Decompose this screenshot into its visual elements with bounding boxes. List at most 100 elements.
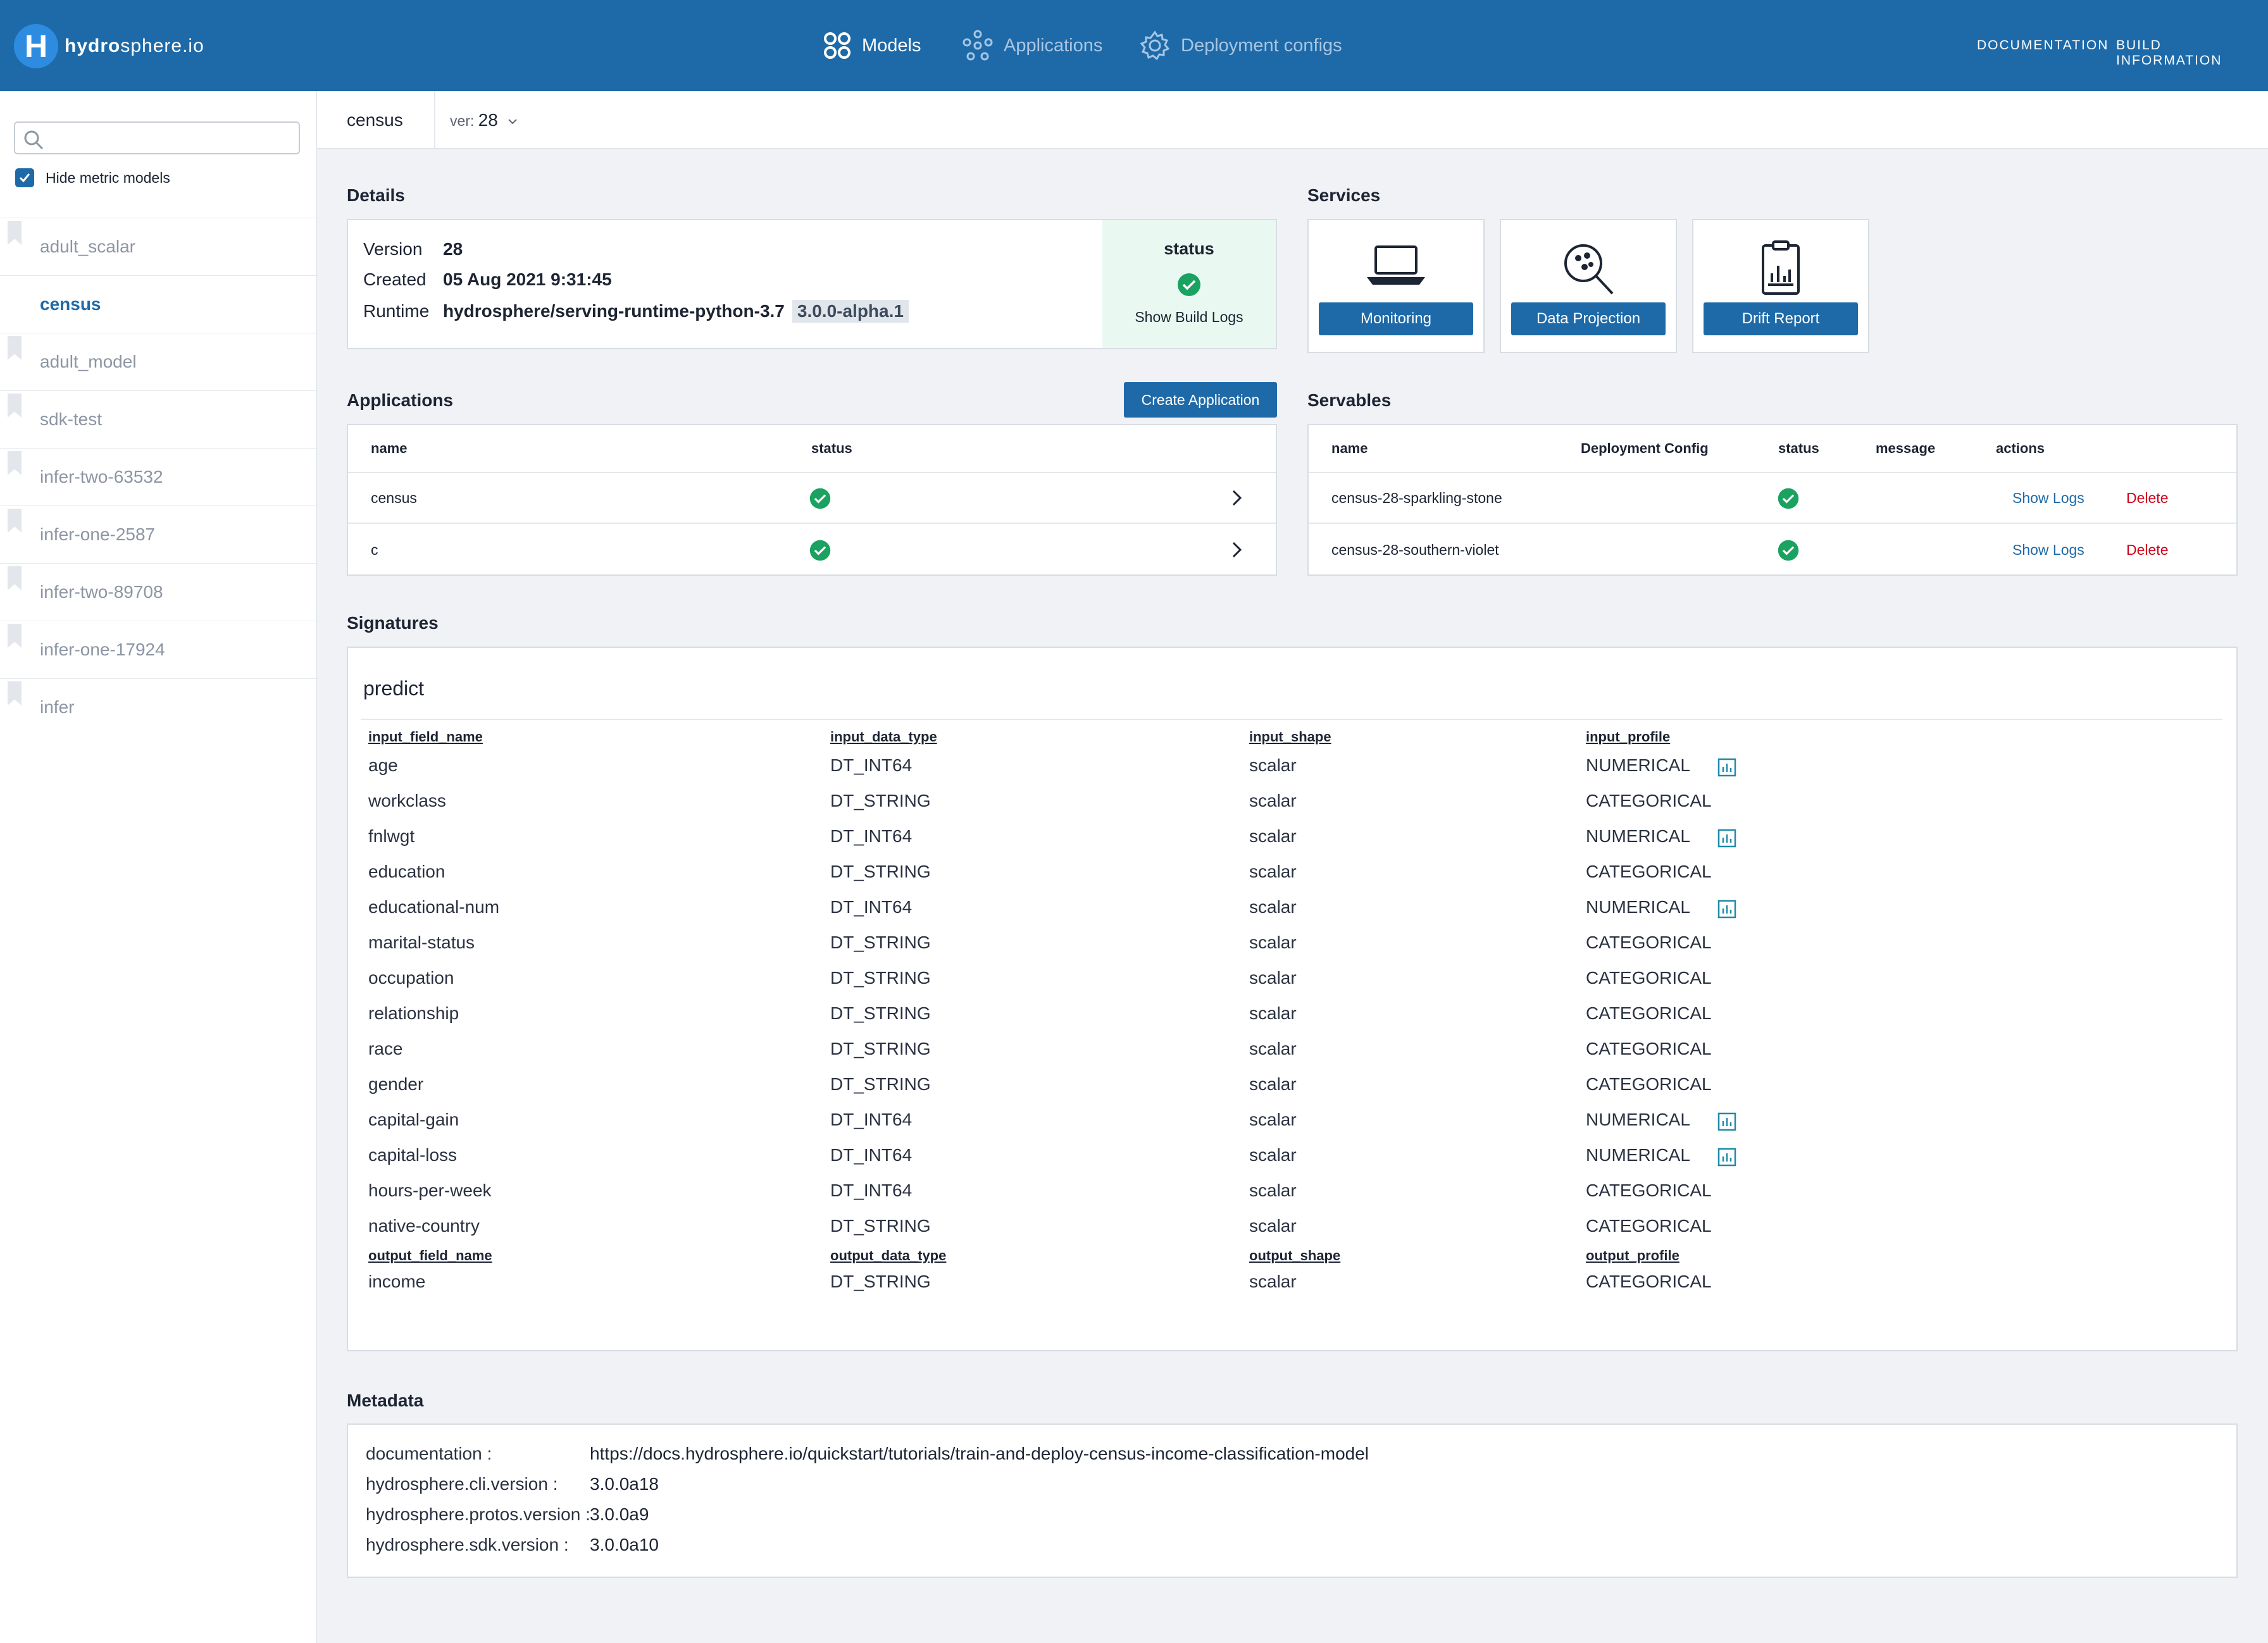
input-shape: scalar bbox=[1249, 791, 1297, 810]
model-item-label: sdk-test bbox=[40, 409, 103, 429]
nav-applications[interactable]: Applications bbox=[962, 0, 1102, 91]
col-actions: actions bbox=[1996, 440, 2045, 456]
output-field-name: income bbox=[368, 1272, 426, 1291]
input-profile: CATEGORICAL bbox=[1586, 1216, 1712, 1236]
nav-applications-label: Applications bbox=[1004, 35, 1103, 56]
bookmark-icon[interactable] bbox=[8, 566, 22, 590]
check-circle-icon bbox=[1178, 273, 1200, 296]
input-profile: CATEGORICAL bbox=[1586, 968, 1712, 988]
model-item[interactable]: adult_scalar bbox=[0, 218, 316, 275]
gear-icon bbox=[1140, 30, 1170, 61]
create-application-button[interactable]: Create Application bbox=[1124, 382, 1277, 418]
applications-table: name status census c bbox=[347, 424, 1277, 576]
input-shape: scalar bbox=[1249, 1039, 1297, 1058]
input-data-type: DT_INT64 bbox=[830, 826, 913, 846]
logo-mark: H bbox=[14, 24, 58, 68]
details-runtime-row: Runtime hydrosphere/serving-runtime-pyth… bbox=[363, 300, 909, 323]
services-title: Services bbox=[1307, 185, 1381, 205]
version-select[interactable]: ver: 28 bbox=[450, 110, 518, 130]
bar-chart-icon[interactable] bbox=[1717, 900, 1736, 919]
nav-models[interactable]: Models bbox=[823, 0, 921, 91]
show-build-logs-link[interactable]: Show Build Logs bbox=[1135, 309, 1243, 325]
check-circle-icon bbox=[1778, 488, 1799, 509]
nav-models-label: Models bbox=[862, 35, 921, 56]
nav-deployment-configs[interactable]: Deployment configs bbox=[1139, 0, 1342, 91]
input-field-name: hours-per-week bbox=[368, 1181, 492, 1200]
bar-chart-icon[interactable] bbox=[1717, 1148, 1736, 1167]
model-item[interactable]: infer-two-63532 bbox=[0, 448, 316, 505]
model-item[interactable]: infer-one-17924 bbox=[0, 621, 316, 678]
documentation-link[interactable]: DOCUMENTATION bbox=[1977, 38, 2109, 53]
input-shape: scalar bbox=[1249, 968, 1297, 988]
input-shape: scalar bbox=[1249, 862, 1297, 881]
created-value: 05 Aug 2021 9:31:45 bbox=[443, 270, 612, 289]
application-name[interactable]: c bbox=[371, 542, 378, 558]
drift-report-button[interactable]: Drift Report bbox=[1704, 302, 1858, 335]
bookmark-icon[interactable] bbox=[8, 221, 22, 245]
col-status: status bbox=[811, 440, 852, 456]
application-name[interactable]: census bbox=[371, 490, 417, 506]
model-item-active[interactable]: census bbox=[0, 275, 316, 333]
input-field-name: educational-num bbox=[368, 897, 500, 917]
model-item[interactable]: infer-two-89708 bbox=[0, 563, 316, 621]
hide-metric-toggle[interactable]: Hide metric models bbox=[15, 168, 170, 187]
metadata-card bbox=[347, 1423, 2238, 1578]
hide-metric-label: Hide metric models bbox=[46, 169, 170, 186]
input-profile: NUMERICAL bbox=[1586, 1110, 1690, 1129]
input-profile: CATEGORICAL bbox=[1586, 933, 1712, 952]
input-profile: CATEGORICAL bbox=[1586, 862, 1712, 881]
bookmark-icon[interactable] bbox=[8, 451, 22, 475]
version-value: 28 bbox=[478, 110, 498, 130]
check-circle-icon bbox=[809, 540, 831, 561]
input-header: input_shape bbox=[1249, 729, 1331, 745]
build-information-link[interactable]: BUILD INFORMATION bbox=[2116, 38, 2222, 68]
input-field-name: workclass bbox=[368, 791, 446, 810]
magnifier-icon bbox=[1564, 244, 1614, 295]
input-shape: scalar bbox=[1249, 1074, 1297, 1094]
delete-link[interactable]: Delete bbox=[2126, 542, 2169, 558]
input-profile: NUMERICAL bbox=[1586, 826, 1690, 846]
logo-text-rest: sphere.io bbox=[120, 35, 204, 56]
search-input[interactable] bbox=[14, 121, 300, 154]
bar-chart-icon[interactable] bbox=[1717, 829, 1736, 848]
logo-text-bold: hydro bbox=[65, 35, 121, 56]
brand-logo[interactable]: H hydrosphere.io bbox=[14, 24, 204, 68]
input-data-type: DT_STRING bbox=[830, 933, 931, 952]
sidebar: Hide metric models adult_scalar census a… bbox=[0, 91, 317, 1643]
hide-metric-checkbox[interactable] bbox=[15, 168, 34, 187]
input-profile: CATEGORICAL bbox=[1586, 791, 1712, 810]
bookmark-icon[interactable] bbox=[8, 394, 22, 418]
bookmark-icon[interactable] bbox=[8, 336, 22, 360]
input-shape: scalar bbox=[1249, 1145, 1297, 1165]
show-logs-link[interactable]: Show Logs bbox=[2012, 490, 2084, 506]
bar-chart-icon[interactable] bbox=[1717, 758, 1736, 777]
model-item[interactable]: sdk-test bbox=[0, 390, 316, 448]
input-data-type: DT_STRING bbox=[830, 791, 931, 810]
input-data-type: DT_INT64 bbox=[830, 897, 913, 917]
bar-chart-icon[interactable] bbox=[1717, 1112, 1736, 1131]
delete-link[interactable]: Delete bbox=[2126, 490, 2169, 506]
data-projection-button[interactable]: Data Projection bbox=[1511, 302, 1666, 335]
chevron-right-icon[interactable] bbox=[1229, 540, 1244, 559]
bookmark-icon[interactable] bbox=[8, 509, 22, 533]
output-shape: scalar bbox=[1249, 1272, 1297, 1291]
model-item[interactable]: infer-one-2587 bbox=[0, 505, 316, 563]
monitoring-button[interactable]: Monitoring bbox=[1319, 302, 1473, 335]
show-logs-link[interactable]: Show Logs bbox=[2012, 542, 2084, 558]
input-profile: NUMERICAL bbox=[1586, 897, 1690, 917]
details-card: Version 28 Created 05 Aug 2021 9:31:45 R… bbox=[347, 219, 1277, 349]
servables-table: name Deployment Config status message ac… bbox=[1307, 424, 2238, 576]
metadata-key: hydrosphere.protos.version : bbox=[366, 1504, 590, 1524]
check-circle-icon bbox=[809, 488, 831, 509]
bookmark-icon[interactable] bbox=[8, 624, 22, 648]
input-data-type: DT_STRING bbox=[830, 1003, 931, 1023]
input-field-name: gender bbox=[368, 1074, 424, 1094]
output-header: output_field_name bbox=[368, 1248, 492, 1263]
input-shape: scalar bbox=[1249, 897, 1297, 917]
model-item[interactable]: infer bbox=[0, 678, 316, 736]
chevron-right-icon[interactable] bbox=[1229, 488, 1244, 507]
metadata-key: documentation : bbox=[366, 1444, 492, 1463]
model-item-label: infer-one-2587 bbox=[40, 524, 156, 544]
model-item[interactable]: adult_model bbox=[0, 333, 316, 390]
bookmark-icon[interactable] bbox=[8, 681, 22, 705]
